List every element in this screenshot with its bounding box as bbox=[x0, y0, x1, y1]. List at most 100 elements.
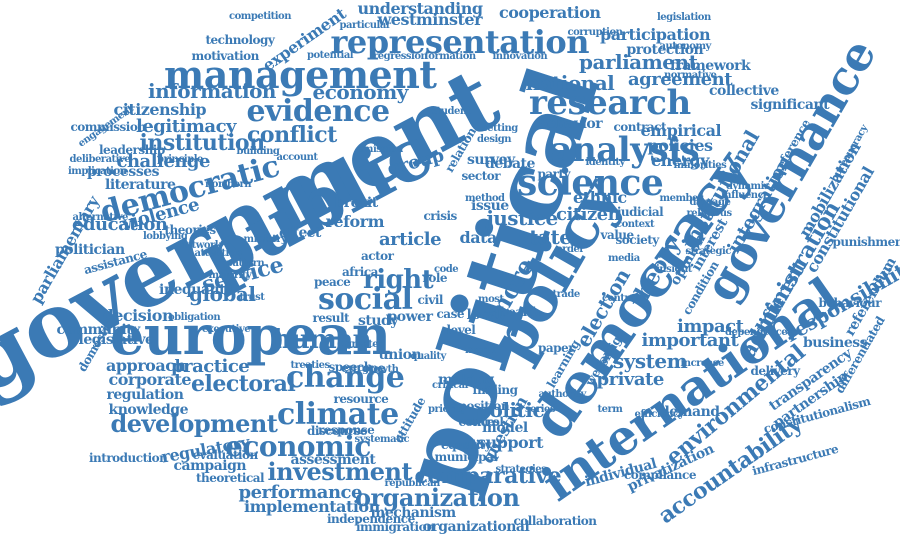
word-commission: commission bbox=[70, 120, 147, 134]
word-alternative: alternative bbox=[72, 212, 129, 223]
word-religious: religious bbox=[686, 208, 733, 219]
word-compliance: compliance bbox=[624, 468, 696, 482]
word-media: media bbox=[608, 253, 640, 264]
word-support: support bbox=[477, 433, 544, 452]
word-analysis: analysis bbox=[550, 130, 700, 170]
word-punishment: punishment bbox=[832, 235, 900, 249]
word-competition: competition bbox=[229, 11, 291, 22]
word-behavior: behavior bbox=[538, 116, 603, 132]
word-critical: critical bbox=[432, 380, 468, 391]
word-motivation: motivation bbox=[191, 49, 260, 63]
word-framework: framework bbox=[670, 58, 751, 74]
word-state: state bbox=[518, 225, 572, 249]
word-efficiency: efficiency bbox=[634, 409, 685, 420]
word-challenge: challenge bbox=[116, 151, 211, 172]
word-management: management bbox=[164, 52, 437, 97]
word-speech: speech bbox=[328, 360, 373, 374]
word-paper: paper bbox=[538, 341, 575, 355]
word-executive: executive bbox=[202, 324, 251, 335]
word-autonomy: autonomy bbox=[659, 41, 712, 52]
word-making: making bbox=[438, 372, 494, 388]
word-campaign: campaign bbox=[173, 458, 247, 474]
word-level: level bbox=[446, 323, 476, 337]
word-important: important bbox=[641, 330, 739, 351]
word-emission: emission bbox=[357, 144, 403, 155]
word-european: european bbox=[110, 303, 391, 367]
word-system: system bbox=[613, 349, 688, 373]
word-literature: literature bbox=[105, 177, 176, 193]
word-method: method bbox=[465, 193, 505, 204]
word-contract: contract bbox=[613, 120, 667, 134]
word-delivery: delivery bbox=[750, 364, 801, 378]
word-attention: attention bbox=[194, 248, 243, 259]
word-trade: trade bbox=[552, 289, 581, 300]
word-party: party bbox=[537, 167, 571, 181]
word-investment: investment bbox=[267, 457, 413, 486]
word-inequality: inequality bbox=[159, 282, 233, 298]
word-legitimacy: legitimacy bbox=[136, 116, 237, 137]
word-obligation: obligation bbox=[168, 312, 221, 323]
word-power: power bbox=[387, 309, 433, 325]
word-evaluation: evaluation bbox=[192, 448, 259, 462]
word-control: control bbox=[458, 415, 504, 429]
word-influence: influence bbox=[721, 190, 770, 201]
word-decision: decision bbox=[102, 306, 174, 325]
word-representation: representation bbox=[330, 23, 590, 61]
word-potential: potential bbox=[307, 50, 354, 61]
word-debate: debate bbox=[485, 156, 535, 172]
word-impact: impact bbox=[677, 316, 744, 337]
word-northern: northern bbox=[205, 179, 252, 190]
word-priority: priority bbox=[428, 404, 467, 415]
word-term: term bbox=[597, 404, 623, 415]
word-lobbying: lobbying bbox=[143, 231, 188, 242]
word-response: response bbox=[318, 423, 375, 437]
word-sector: sector bbox=[461, 169, 501, 183]
word-empirical: empirical bbox=[640, 121, 722, 140]
word-corruption: corruption bbox=[567, 27, 623, 38]
word-result: result bbox=[312, 311, 350, 325]
word-regression: regression bbox=[373, 51, 428, 62]
word-change: change bbox=[286, 360, 405, 395]
word-society: society bbox=[615, 233, 660, 247]
word-theoretical: theoretical bbox=[196, 471, 265, 485]
word-cooperation: cooperation bbox=[499, 3, 601, 22]
word-energy: energy bbox=[651, 151, 709, 170]
word-dynamic: dynamic bbox=[726, 181, 770, 192]
word-finding: finding bbox=[472, 383, 519, 397]
word-private: private bbox=[596, 369, 665, 390]
word-legislation: legislation bbox=[657, 12, 711, 23]
word-organization: organization bbox=[355, 483, 520, 512]
word-policies: policies bbox=[647, 136, 714, 155]
word-institution: institution bbox=[139, 130, 266, 156]
word-order: order bbox=[556, 244, 585, 255]
word-ethnic: ethnic bbox=[573, 188, 627, 207]
word-development: development bbox=[110, 409, 278, 438]
word-effect: effect bbox=[279, 225, 321, 241]
word-context: context bbox=[616, 219, 655, 230]
word-knowledge: knowledge bbox=[108, 402, 189, 418]
word-student: student bbox=[431, 106, 472, 117]
word-politic: politic bbox=[476, 398, 545, 422]
word-europe: europe bbox=[341, 361, 385, 375]
word-minorities: minorities bbox=[673, 160, 727, 171]
word-article: article bbox=[379, 229, 442, 250]
word-economy: economy bbox=[312, 80, 409, 104]
word-politician: politician bbox=[55, 242, 125, 258]
word-building: building bbox=[236, 146, 280, 157]
word-particular: particular bbox=[339, 20, 392, 31]
word-performance: performance bbox=[238, 482, 363, 503]
word-justice: justice bbox=[486, 206, 559, 230]
word-resource: resource bbox=[333, 392, 389, 406]
word-treaties: treaties bbox=[290, 360, 331, 371]
word-information: information bbox=[148, 79, 276, 103]
word-global: global bbox=[189, 282, 256, 306]
word-evidence: evidence bbox=[246, 94, 391, 129]
word-deliberative: deliberative bbox=[69, 154, 131, 165]
word-social: social bbox=[318, 282, 413, 317]
word-innovation: innovation bbox=[492, 51, 548, 62]
word-demand: demand bbox=[660, 404, 720, 420]
word-member: member bbox=[659, 193, 704, 204]
word-most: most bbox=[478, 294, 504, 305]
word-setting: setting bbox=[482, 123, 518, 134]
